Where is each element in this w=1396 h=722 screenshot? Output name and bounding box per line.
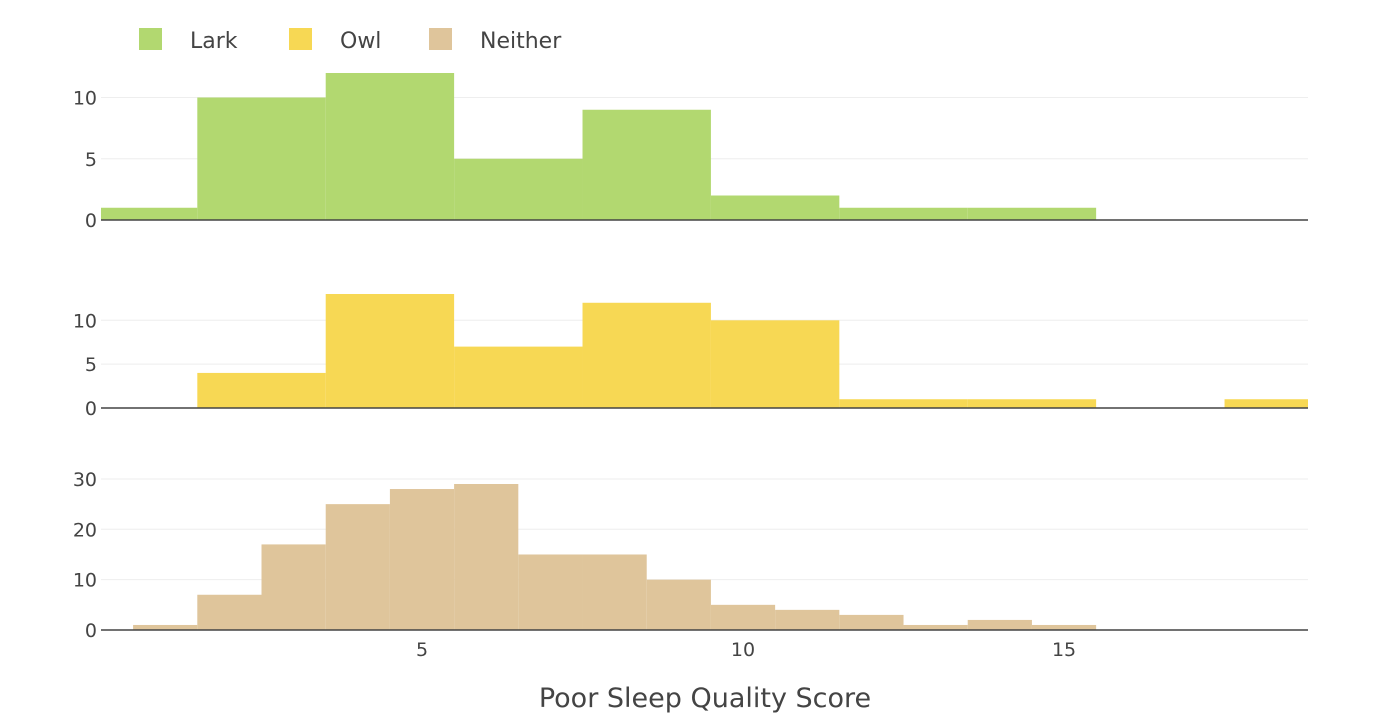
histogram-bar[interactable] xyxy=(389,489,455,630)
histogram-bar[interactable] xyxy=(197,594,262,630)
x-axis-title: Poor Sleep Quality Score xyxy=(539,683,871,714)
histogram-bar[interactable] xyxy=(325,73,455,220)
legend-label-neither[interactable]: Neither xyxy=(480,29,562,54)
panel-owl: 0 5 10 xyxy=(73,294,1308,420)
histogram-bar[interactable] xyxy=(839,614,904,630)
histogram-bar[interactable] xyxy=(454,158,583,220)
histogram-bar[interactable] xyxy=(903,624,968,630)
histogram-bar[interactable] xyxy=(839,399,968,408)
histogram-bar[interactable] xyxy=(967,207,1097,220)
histogram-bar[interactable] xyxy=(775,609,840,630)
histogram-bar[interactable] xyxy=(261,544,326,630)
panel-neither: 0 10 20 30 xyxy=(73,469,1308,642)
y-tick-label: 0 xyxy=(85,210,97,232)
histogram-bar[interactable] xyxy=(710,195,840,221)
x-tick-label: 5 xyxy=(416,639,428,661)
histogram-bar[interactable] xyxy=(967,619,1032,630)
legend: Lark Owl Neither xyxy=(139,28,562,54)
y-tick-label: 10 xyxy=(73,570,97,592)
histogram-bar[interactable] xyxy=(582,302,711,408)
histogram-bar[interactable] xyxy=(197,97,326,221)
histogram-bar[interactable] xyxy=(839,207,968,220)
histogram-bar[interactable] xyxy=(454,346,583,408)
histogram-bar[interactable] xyxy=(1224,399,1308,408)
histogram-bar[interactable] xyxy=(325,294,455,408)
histogram-bar[interactable] xyxy=(197,372,326,408)
legend-swatch-lark[interactable] xyxy=(139,28,162,50)
histogram-bar[interactable] xyxy=(582,109,711,220)
y-tick-label: 5 xyxy=(85,354,97,376)
histogram-bar[interactable] xyxy=(967,399,1097,408)
x-tick-label: 10 xyxy=(731,639,755,661)
histogram-bar[interactable] xyxy=(646,579,711,630)
panel-lark: 0 5 10 xyxy=(73,73,1308,232)
y-tick-label: 10 xyxy=(73,310,97,332)
histogram-bar[interactable] xyxy=(325,504,390,630)
x-axis-ticks: 5 10 15 xyxy=(416,639,1076,661)
histogram-bar[interactable] xyxy=(133,624,198,630)
histogram-bar[interactable] xyxy=(101,207,198,220)
legend-swatch-owl[interactable] xyxy=(289,28,312,50)
legend-label-owl[interactable]: Owl xyxy=(340,29,381,54)
y-tick-label: 20 xyxy=(73,519,97,541)
histogram-bar[interactable] xyxy=(454,484,519,630)
legend-swatch-neither[interactable] xyxy=(429,28,452,50)
legend-label-lark[interactable]: Lark xyxy=(190,29,238,54)
y-tick-label: 0 xyxy=(85,398,97,420)
y-tick-label: 5 xyxy=(85,149,97,171)
histogram-bar[interactable] xyxy=(710,604,776,630)
histogram-bar[interactable] xyxy=(1031,624,1097,630)
y-tick-label: 10 xyxy=(73,88,97,110)
y-tick-label: 0 xyxy=(85,620,97,642)
x-tick-label: 15 xyxy=(1052,639,1076,661)
histogram-bar[interactable] xyxy=(710,320,840,408)
y-tick-label: 30 xyxy=(73,469,97,491)
histogram-bar[interactable] xyxy=(518,554,583,630)
histogram-panels: 0 5 10 0 5 10 0 10 20 30 xyxy=(73,73,1308,642)
histogram-bar[interactable] xyxy=(582,554,647,630)
